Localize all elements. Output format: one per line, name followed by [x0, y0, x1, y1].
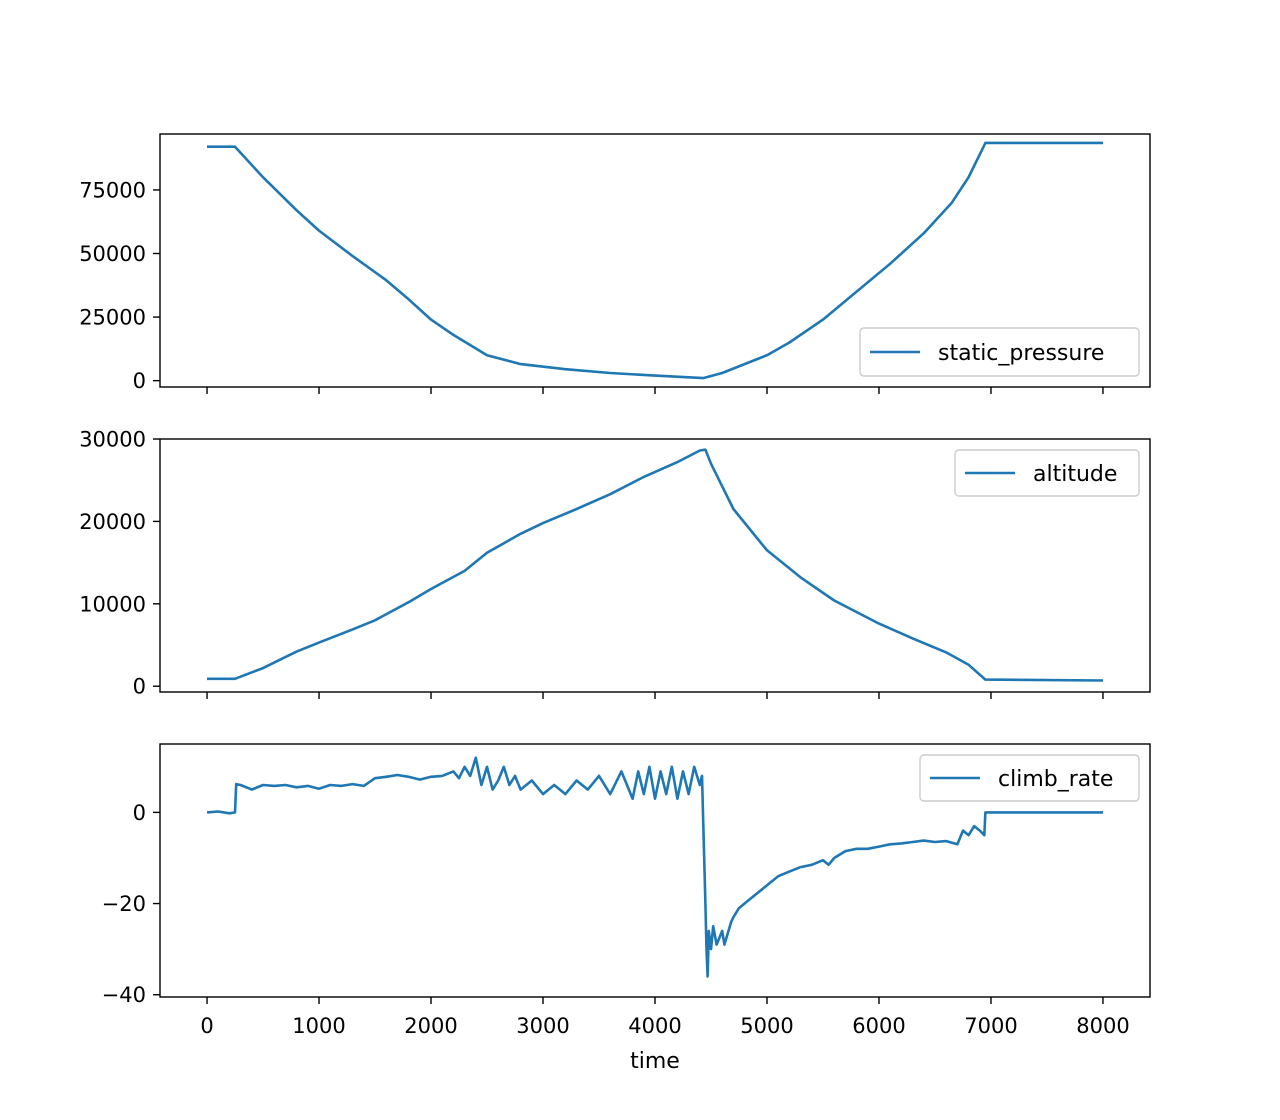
y-tick-label: −40 — [102, 983, 146, 1007]
legend-box — [859, 327, 1140, 377]
y-tick-label: 75000 — [79, 178, 146, 202]
climb-rate-legend: climb_rate — [919, 754, 1140, 802]
x-axis-title: time — [630, 1049, 680, 1074]
x-tick-label: 5000 — [740, 1014, 793, 1038]
x-tick-label: 8000 — [1076, 1014, 1129, 1038]
x-tick-label: 4000 — [628, 1014, 681, 1038]
altitude-series-line — [207, 448, 1104, 682]
legend-label: static_pressure — [938, 341, 1104, 366]
x-tick-label: 1000 — [292, 1014, 345, 1038]
x-tick-label: 6000 — [852, 1014, 905, 1038]
legend-box — [954, 449, 1140, 497]
y-tick-label: 10000 — [79, 592, 146, 616]
x-tick-label: 2000 — [404, 1014, 457, 1038]
altitude-panel: 0 10000 20000 30000 altitude — [79, 428, 1151, 699]
static-pressure-series-line — [207, 141, 1103, 380]
climb-rate-series-line — [206, 756, 1103, 978]
legend-label: climb_rate — [998, 767, 1113, 792]
y-tick-label: 0 — [133, 369, 146, 393]
y-tick-label: 0 — [133, 675, 146, 699]
y-tick-label: 30000 — [79, 428, 146, 452]
static-pressure-panel: 0 25000 50000 75000 static_pressure — [79, 133, 1151, 394]
legend-box — [919, 754, 1140, 802]
y-tick-label: 50000 — [79, 242, 146, 266]
y-tick-label: 25000 — [79, 306, 146, 330]
y-tick-label: −20 — [102, 892, 146, 916]
y-tick-label: 20000 — [79, 510, 146, 534]
x-tick-label: 0 — [200, 1014, 213, 1038]
y-tick-label: 0 — [133, 801, 146, 825]
climb-rate-panel: 0 1000 2000 3000 4000 5000 6000 7000 8000 −40 −20 0… — [102, 743, 1151, 1074]
legend-label: altitude — [1033, 462, 1117, 487]
x-tick-label: 7000 — [964, 1014, 1017, 1038]
static-pressure-legend: static_pressure — [859, 327, 1140, 377]
x-tick-label: 3000 — [516, 1014, 569, 1038]
altitude-legend: altitude — [954, 449, 1140, 497]
